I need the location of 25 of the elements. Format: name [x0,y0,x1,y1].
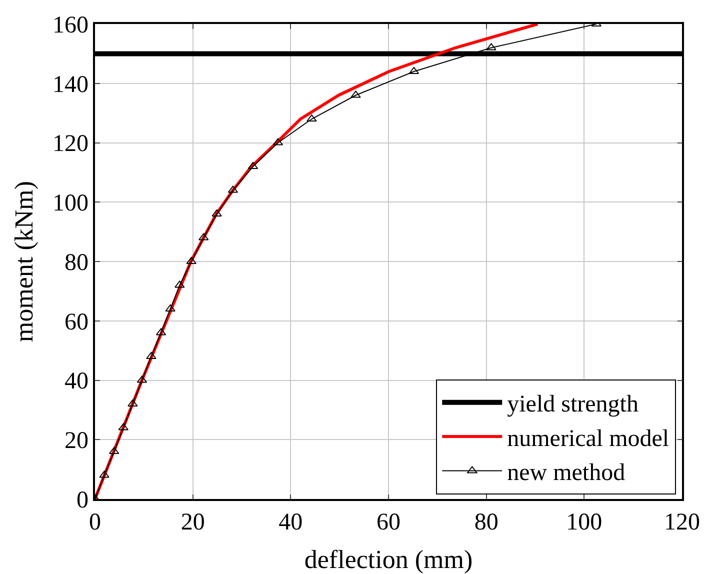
x-tick-label: 80 [474,510,498,536]
x-tick-label: 100 [566,510,602,536]
y-tick-label: 100 [52,190,88,217]
legend-label: yield strength [507,392,638,418]
x-tick-label: 40 [278,510,303,536]
point [486,43,496,50]
y-tick-label: 20 [64,428,88,454]
point [350,90,361,98]
x-axis-title: deflection (mm) [304,545,473,574]
y-tick-label: 140 [52,72,88,98]
point [118,423,128,430]
x-tick-label: 120 [664,510,700,536]
y-tick-label: 60 [64,309,88,336]
y-tick-label: 160 [52,12,88,38]
legend-label: numerical model [507,426,670,452]
x-tick-label: 20 [180,510,205,536]
x-tick-label: 60 [376,510,400,536]
y-tick-label: 40 [64,368,88,395]
y-tick-label: 0 [76,487,88,514]
point [99,470,110,478]
y-tick-label: 80 [64,250,88,276]
point [174,280,185,288]
y-axis-title: moment (kNm) [10,180,38,342]
legend-label: new method [507,460,626,486]
y-tick-label: 120 [52,131,88,158]
